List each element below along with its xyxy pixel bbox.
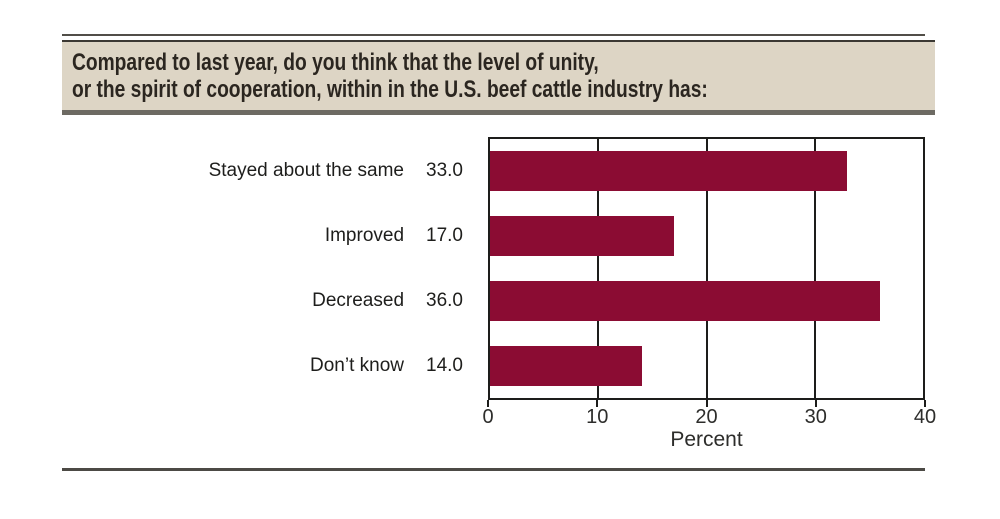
x-tick [814, 400, 817, 407]
value-label: 17.0 [426, 225, 463, 247]
category-label: Stayed about the same [208, 160, 405, 182]
x-tick-label: 40 [913, 406, 937, 428]
gridline [597, 139, 600, 398]
category-row: Decreased 36.0 [312, 290, 463, 312]
plot-area [488, 137, 925, 400]
category-label: Decreased [312, 289, 405, 311]
bottom-rule [62, 468, 925, 471]
question-title-line-2: or the spirit of cooperation, within in … [72, 76, 708, 103]
x-tick-label: 30 [804, 406, 827, 428]
x-tick [487, 400, 489, 407]
bar [490, 345, 642, 386]
x-tick-label: 0 [482, 406, 494, 428]
x-tick [924, 400, 926, 407]
gridline [705, 139, 708, 398]
x-axis-title: Percent [670, 428, 743, 451]
category-label: Improved [324, 225, 405, 247]
bar [490, 216, 675, 257]
bar [490, 151, 848, 192]
x-tick-label: 20 [695, 406, 718, 428]
question-title-box: Compared to last year, do you think that… [62, 40, 935, 115]
bar [490, 280, 880, 321]
x-axis: 0 10 20 30 40 [482, 400, 936, 432]
x-tick-label: 10 [586, 406, 609, 428]
value-label: 14.0 [426, 354, 463, 376]
category-label: Don’t know [310, 354, 405, 376]
top-rule [62, 34, 925, 36]
x-tick [596, 400, 599, 407]
question-title-line-1: Compared to last year, do you think that… [72, 49, 599, 76]
gridline [813, 139, 816, 398]
category-row: Stayed about the same 33.0 [209, 160, 463, 182]
x-tick [705, 400, 708, 407]
category-row: Improved 17.0 [325, 225, 463, 247]
category-row: Don’t know 14.0 [310, 355, 463, 377]
value-label: 36.0 [426, 289, 463, 311]
value-label: 33.0 [426, 160, 463, 182]
